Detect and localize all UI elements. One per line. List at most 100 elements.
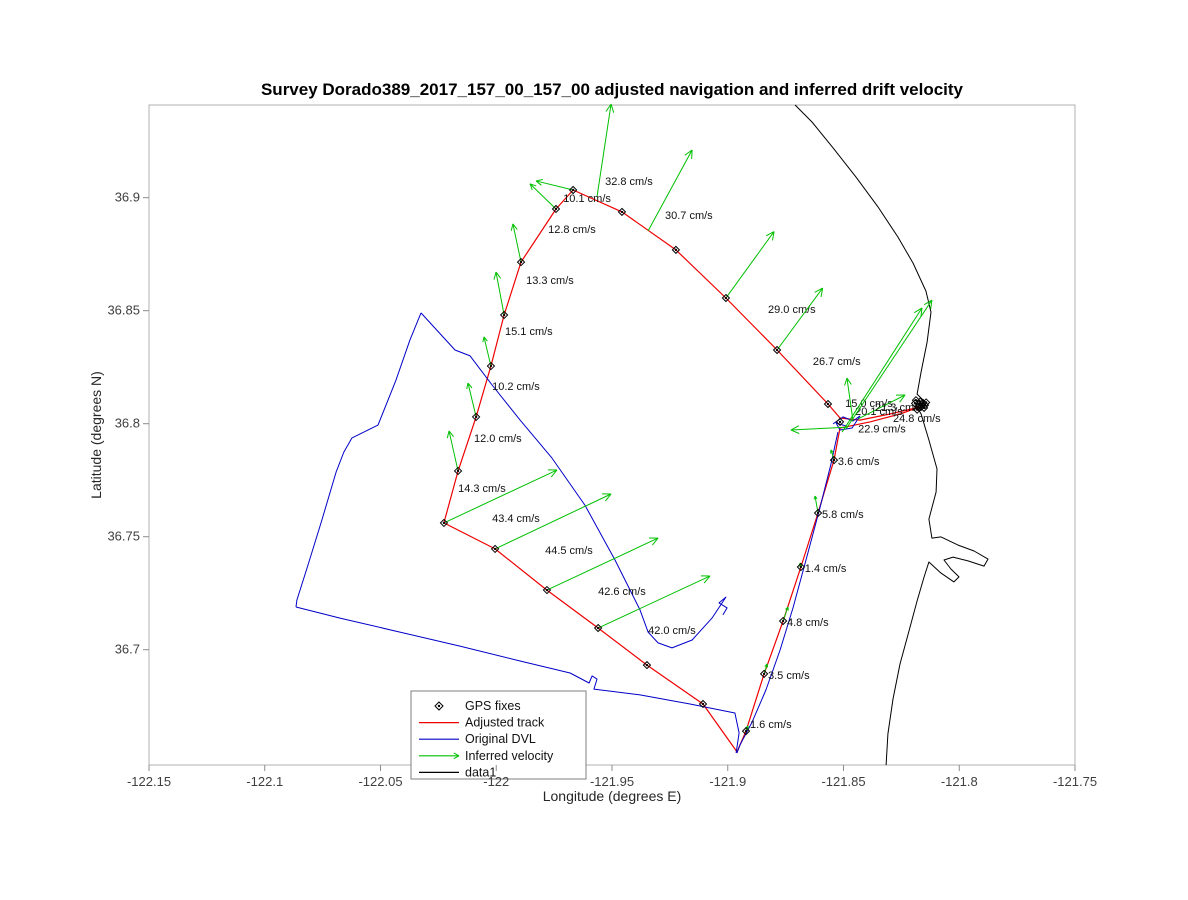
gps-fix-marker bbox=[778, 616, 788, 626]
velocity-arrow bbox=[725, 231, 775, 299]
velocity-arrowhead bbox=[844, 377, 848, 386]
gps-fix-dot bbox=[493, 547, 497, 551]
velocity-arrow bbox=[857, 394, 906, 420]
velocity-label: 12.8 cm/s bbox=[548, 224, 596, 236]
axes-box bbox=[148, 104, 1076, 766]
velocity-arrowhead bbox=[899, 394, 906, 403]
gps-fix-marker bbox=[671, 245, 681, 255]
velocity-arrowhead bbox=[703, 575, 711, 584]
gps-fix-dot bbox=[554, 207, 558, 211]
original-dvl-line bbox=[295, 606, 740, 754]
gps-fix-marker bbox=[593, 623, 603, 633]
y-tick-label: 36.7 bbox=[115, 642, 140, 657]
gps-fix-marker bbox=[516, 257, 526, 267]
gps-fix-dot bbox=[816, 511, 820, 515]
gps-fix-dot bbox=[922, 406, 926, 410]
velocity-arrow bbox=[596, 104, 612, 198]
velocity-label: 10.1 cm/s bbox=[563, 193, 611, 205]
gps-fix-marker bbox=[721, 293, 731, 303]
gps-fix-marker bbox=[471, 412, 481, 422]
x-tick-label: -121.9 bbox=[709, 774, 746, 789]
gps-fix-marker bbox=[642, 660, 652, 670]
velocity-arrowhead bbox=[483, 336, 488, 342]
gps-fix-dot bbox=[519, 260, 523, 264]
velocity-label: 3.6 cm/s bbox=[838, 456, 880, 468]
gps-fix-dot bbox=[674, 248, 678, 252]
gps-fix-dot bbox=[914, 398, 918, 402]
legend-arrowhead-icon bbox=[453, 755, 460, 760]
velocity-label: 42.0 cm/s bbox=[648, 625, 696, 637]
gps-fix-marker bbox=[453, 466, 463, 476]
gps-fix-marker bbox=[551, 204, 561, 214]
velocity-label: 26.7 cm/s bbox=[813, 356, 861, 368]
gps-fix-marker bbox=[741, 726, 751, 736]
velocity-arrow bbox=[483, 336, 492, 367]
gps-fix-dot bbox=[826, 402, 830, 406]
velocity-label: 4.8 cm/s bbox=[787, 617, 829, 629]
original-dvl-line bbox=[420, 312, 728, 649]
gps-fix-marker bbox=[568, 185, 578, 195]
velocity-arrow bbox=[494, 493, 612, 550]
x-tick-label: -121.8 bbox=[941, 774, 978, 789]
gps-fix-marker bbox=[542, 585, 552, 595]
gps-fix-marker bbox=[796, 562, 806, 572]
legend-label: Inferred velocity bbox=[465, 749, 554, 763]
gps-fix-dot bbox=[545, 588, 549, 592]
velocity-arrow bbox=[546, 537, 659, 591]
legend-label: Adjusted track bbox=[465, 716, 545, 730]
velocity-label: 43.4 cm/s bbox=[492, 513, 540, 525]
velocity-label: 13.3 cm/s bbox=[526, 275, 574, 287]
gps-fix-dot bbox=[596, 626, 600, 630]
gps-fix-dot bbox=[781, 619, 785, 623]
velocity-label: 22.9 cm/s bbox=[858, 424, 906, 436]
velocity-arrowhead bbox=[830, 449, 834, 453]
gps-fix-marker bbox=[759, 669, 769, 679]
velocity-label: 3.5 cm/s bbox=[768, 670, 810, 682]
velocity-arrowhead bbox=[446, 430, 450, 439]
legend-arrowhead-icon bbox=[453, 752, 460, 757]
gps-fix-dot bbox=[924, 401, 928, 404]
gps-fix-marker bbox=[912, 405, 922, 414]
legend-gps-marker-icon bbox=[434, 701, 444, 711]
legend-box bbox=[410, 690, 587, 780]
x-tick-label: -122 bbox=[483, 774, 509, 789]
y-tick-label: 36.9 bbox=[115, 190, 140, 205]
velocity-label: 44.5 cm/s bbox=[545, 545, 593, 557]
velocity-label: 1.4 cm/s bbox=[805, 563, 847, 575]
coastline-data1 bbox=[794, 104, 989, 766]
velocity-label: 14.3 cm/s bbox=[458, 483, 506, 495]
x-tick-label: -122.15 bbox=[127, 774, 171, 789]
x-tick-label: -121.75 bbox=[1053, 774, 1097, 789]
gps-fix-marker bbox=[490, 544, 500, 554]
velocity-arrowhead bbox=[448, 430, 455, 438]
y-tick-label: 36.75 bbox=[107, 529, 140, 544]
velocity-arrowhead bbox=[466, 382, 469, 390]
gps-fix-marker bbox=[617, 207, 627, 217]
velocity-arrow bbox=[467, 382, 477, 418]
velocity-label: 32.8 cm/s bbox=[605, 176, 653, 188]
gps-fix-marker bbox=[499, 310, 509, 320]
gps-fix-marker bbox=[823, 399, 833, 409]
original-dvl-line bbox=[295, 312, 422, 608]
velocity-arrow bbox=[535, 180, 574, 191]
gps-fix-dot bbox=[474, 415, 478, 419]
velocity-label: 1.6 cm/s bbox=[750, 719, 792, 731]
x-tick-label: -121.85 bbox=[821, 774, 865, 789]
velocity-arrowhead bbox=[512, 223, 518, 230]
velocity-arrowhead bbox=[610, 103, 615, 113]
velocity-arrowhead bbox=[771, 231, 775, 241]
legend-label: Original DVL bbox=[465, 732, 536, 746]
gps-fix-marker bbox=[829, 455, 839, 465]
velocity-arrow bbox=[845, 299, 933, 430]
velocity-arrowhead bbox=[550, 469, 558, 478]
velocity-arrow bbox=[763, 663, 768, 675]
gps-fix-dot bbox=[645, 663, 649, 667]
gps-fix-dot bbox=[571, 188, 575, 192]
velocity-arrowhead bbox=[493, 271, 497, 280]
velocity-arrowhead bbox=[930, 299, 933, 310]
gps-fix-marker bbox=[439, 518, 449, 528]
y-axis-label: Latitude (degrees N) bbox=[88, 371, 104, 499]
gps-fix-dot bbox=[838, 420, 842, 424]
velocity-arrowhead bbox=[482, 336, 485, 343]
velocity-arrowhead bbox=[535, 179, 543, 182]
